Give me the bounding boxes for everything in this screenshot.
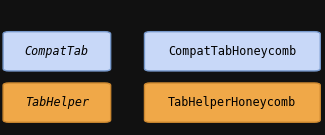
FancyBboxPatch shape [144, 83, 320, 122]
Text: TabHelper: TabHelper [25, 96, 89, 109]
Text: CompatTabHoneycomb: CompatTabHoneycomb [168, 45, 296, 58]
Text: TabHelperHoneycomb: TabHelperHoneycomb [168, 96, 296, 109]
FancyBboxPatch shape [3, 83, 110, 122]
Text: CompatTab: CompatTab [25, 45, 89, 58]
FancyBboxPatch shape [144, 32, 320, 71]
FancyBboxPatch shape [3, 32, 110, 71]
